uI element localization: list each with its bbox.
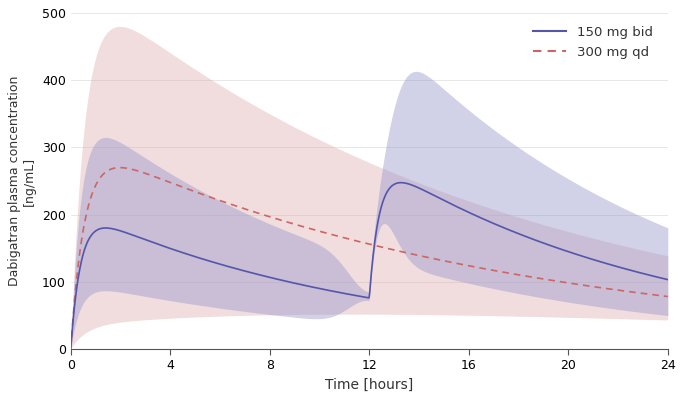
Legend: 150 mg bid, 300 mg qd: 150 mg bid, 300 mg qd [528,21,658,64]
X-axis label: Time [hours]: Time [hours] [325,378,413,392]
Y-axis label: Dabigatran plasma concentration
[ng/mL]: Dabigatran plasma concentration [ng/mL] [8,76,36,286]
